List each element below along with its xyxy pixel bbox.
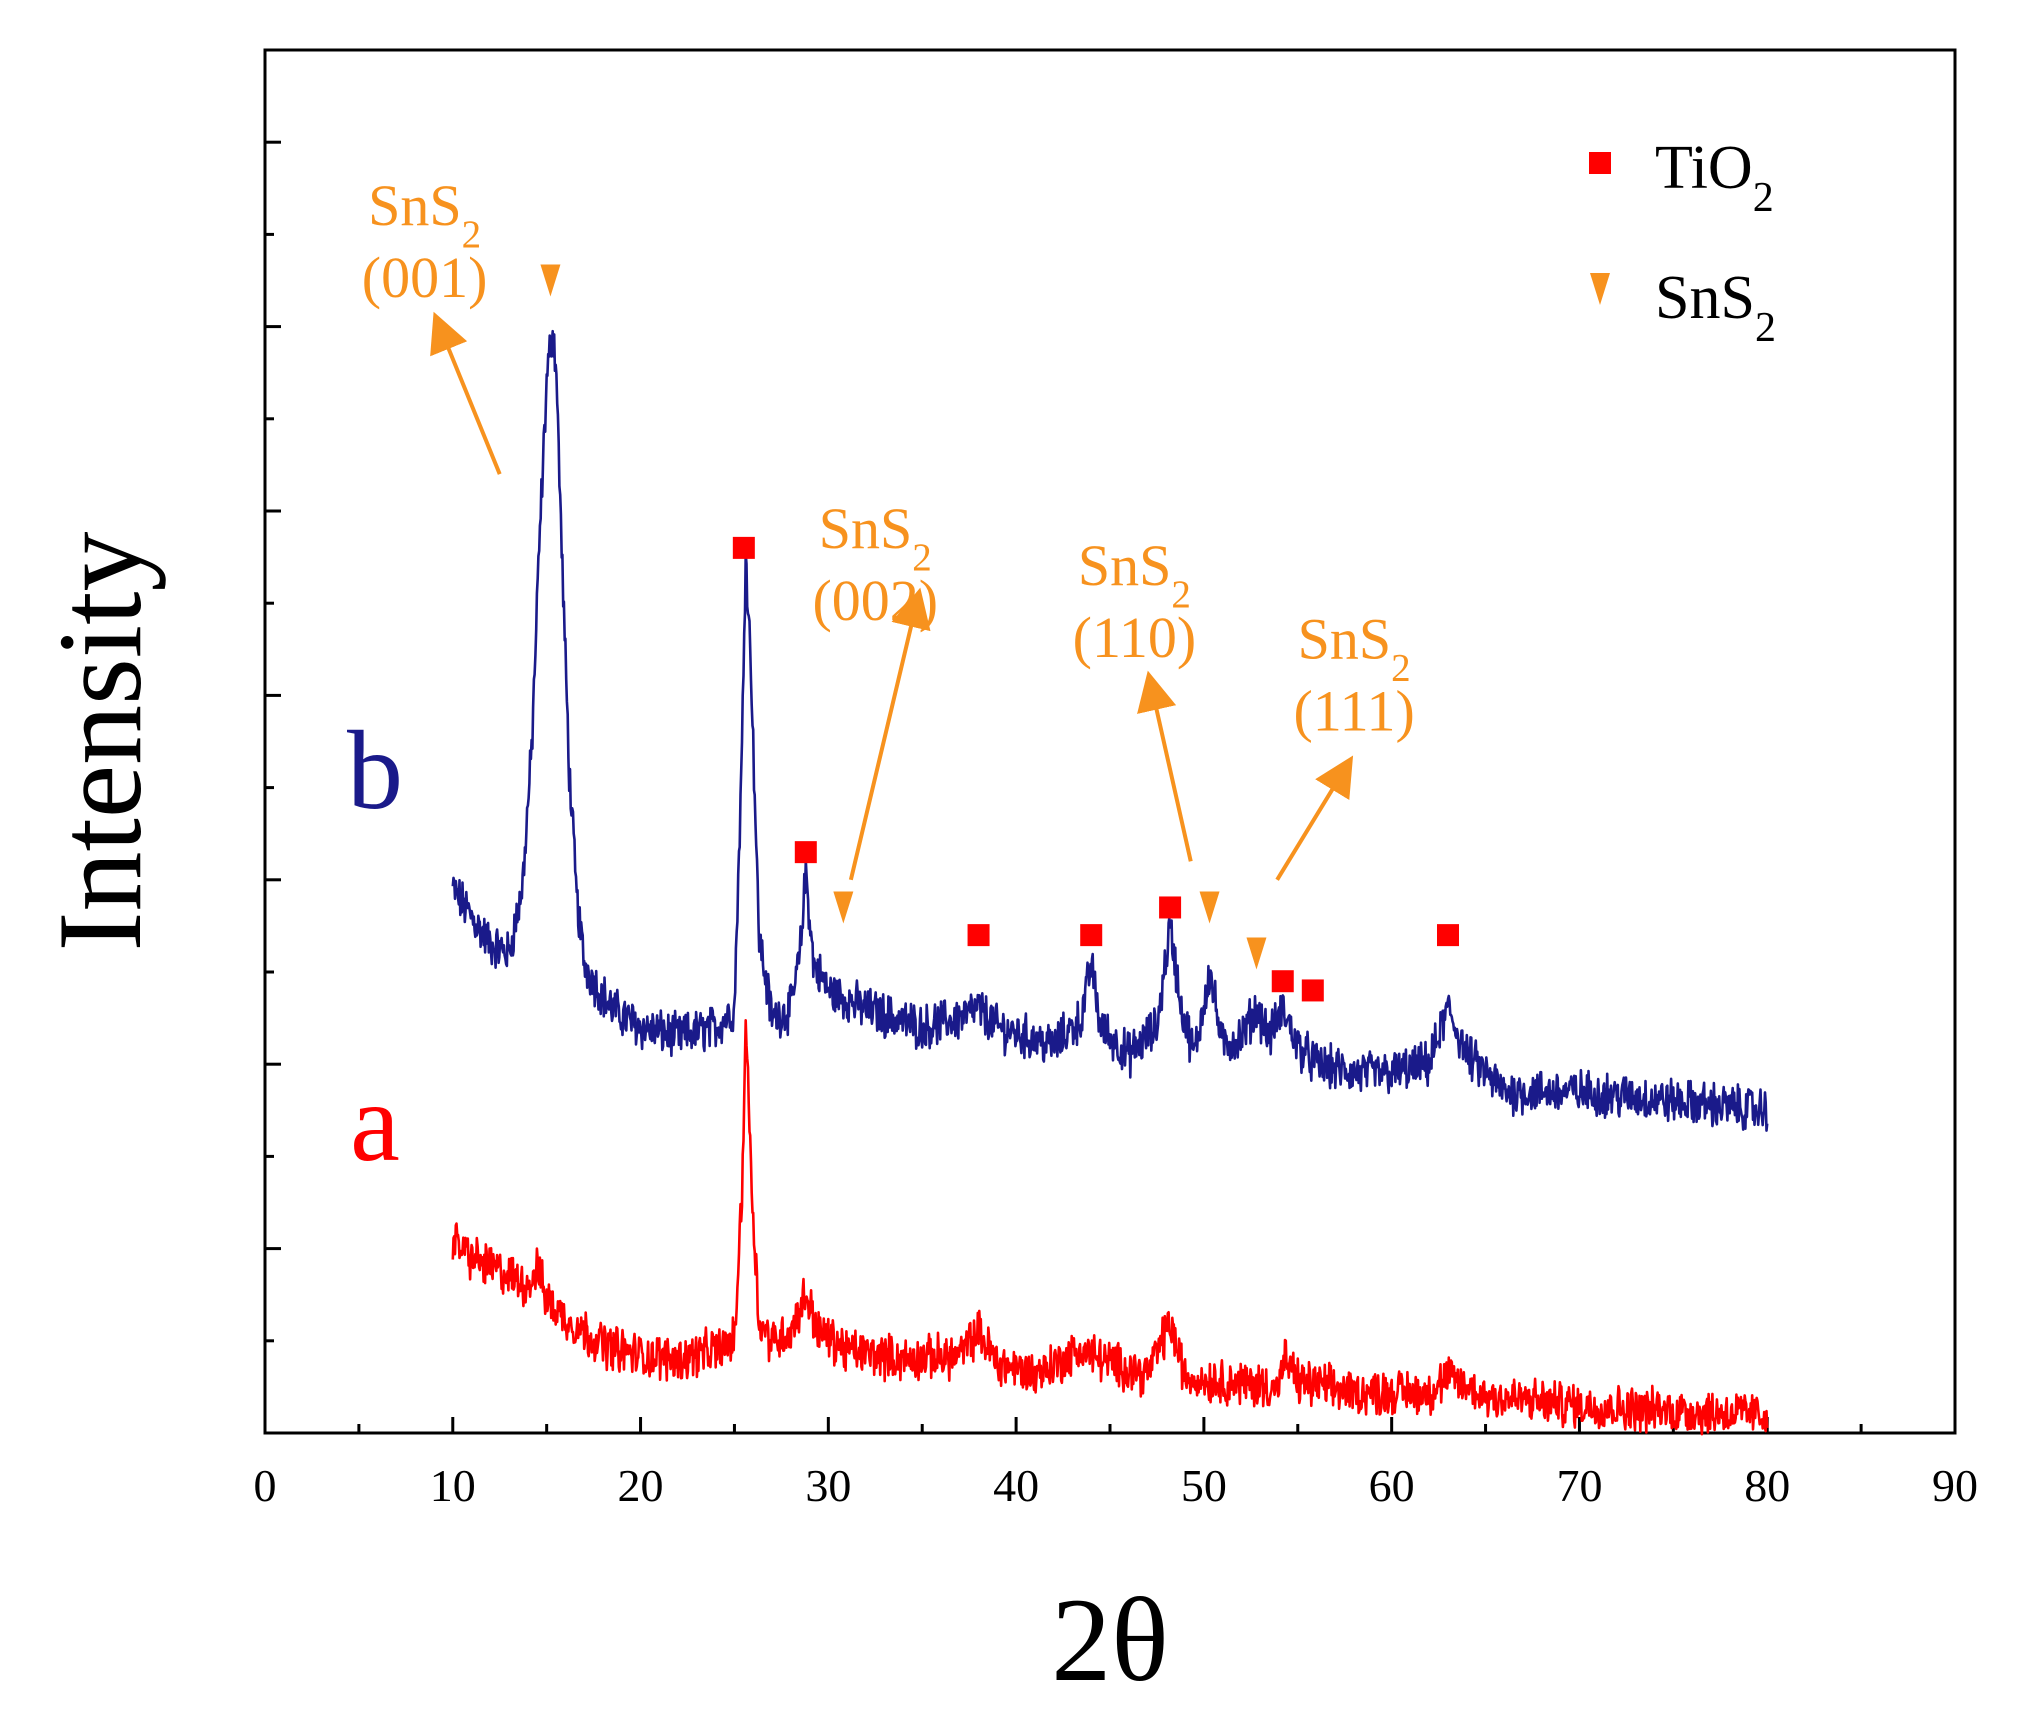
series-label-a: a	[350, 1061, 400, 1185]
series-layer	[451, 329, 1769, 1436]
annotation-arrow-0	[430, 311, 502, 475]
x-axis-label: 2θ	[1051, 1573, 1168, 1706]
sns2-peak-marker	[833, 891, 854, 924]
annotation-plane-3: (111)	[1293, 679, 1414, 744]
plot-frame	[263, 48, 1957, 1435]
tio2-peak-marker	[794, 841, 817, 864]
labels-layer: ba	[347, 709, 403, 1185]
x-tick-label: 30	[805, 1460, 851, 1511]
sns2-peak-marker	[1246, 937, 1267, 970]
tio2-peak-marker	[1080, 924, 1103, 947]
legend-tio2-marker	[1589, 152, 1611, 174]
sns2-peak-marker	[540, 264, 561, 297]
legend-label-0: TiO2	[1655, 134, 1774, 221]
tio2-peak-marker	[1271, 970, 1294, 993]
markers-layer	[540, 264, 1459, 1002]
annotation-compound-1: SnS2	[819, 496, 932, 579]
legend: TiO2 SnS2	[1589, 134, 1776, 351]
x-tick-label: 40	[993, 1460, 1039, 1511]
annotation-plane-2: (110)	[1073, 605, 1196, 670]
tio2-peak-marker	[967, 924, 990, 947]
tio2-peak-marker	[1159, 896, 1182, 919]
annotation-compound-2: SnS2	[1078, 533, 1191, 616]
series-line-a	[451, 1019, 1769, 1436]
axes: 0 10 20 30 40 50 60 70 80 90 2θ Intensity	[33, 48, 1978, 1706]
x-tick-label: 50	[1181, 1460, 1227, 1511]
tio2-peak-marker	[1437, 924, 1459, 947]
x-tick-label: 0	[254, 1460, 277, 1511]
annotations-layer: SnS2(001)SnS2(002)SnS2(110) SnS2(111)	[362, 173, 1415, 881]
x-tick-label: 20	[618, 1460, 664, 1511]
x-tick-label: 90	[1932, 1460, 1978, 1511]
series-line-b	[451, 329, 1769, 1132]
annotation-compound-3: SnS2	[1298, 607, 1411, 690]
legend-sns2-marker	[1590, 273, 1610, 305]
annotation-arrow-2	[1137, 670, 1193, 862]
annotation-compound-0: SnS2	[368, 173, 481, 256]
annotation-arrow-1	[848, 587, 931, 881]
sns2-peak-marker	[1199, 891, 1220, 924]
annotation-plane-0: (001)	[362, 245, 488, 310]
tio2-peak-marker	[732, 536, 755, 559]
annotation-plane-1: (002)	[812, 568, 938, 633]
series-label-b: b	[347, 709, 403, 833]
y-axis-label: Intensity	[33, 532, 166, 952]
x-tick-label: 80	[1744, 1460, 1790, 1511]
annotation-arrow-3	[1275, 755, 1354, 881]
tio2-peak-marker	[1301, 979, 1324, 1002]
legend-label-1: SnS2	[1655, 264, 1776, 351]
x-tick-label: 70	[1556, 1460, 1602, 1511]
x-tick-label: 60	[1369, 1460, 1415, 1511]
x-tick-label: 10	[430, 1460, 476, 1511]
